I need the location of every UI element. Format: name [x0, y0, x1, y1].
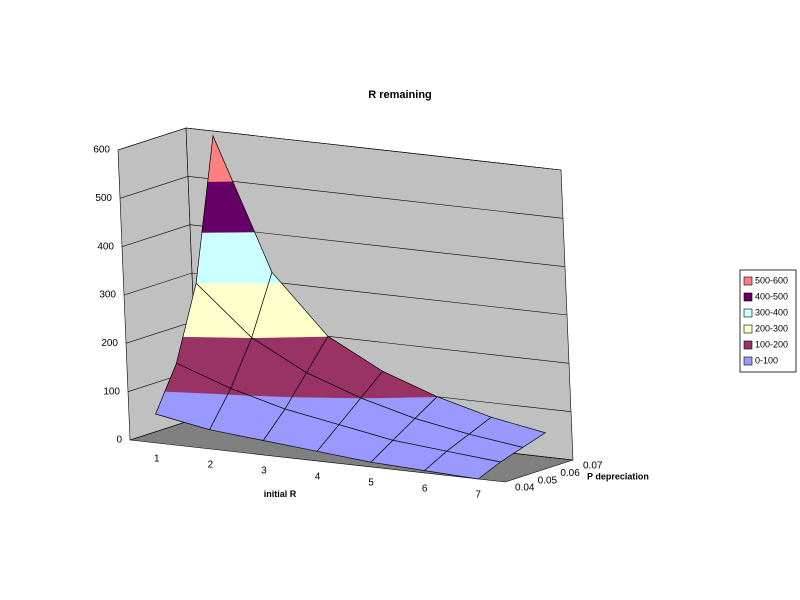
grid-line [119, 175, 564, 219]
legend-box [739, 269, 797, 373]
legend-label: 100-200 [755, 339, 788, 349]
z-tick-label: 500 [95, 193, 112, 204]
x-tick-label: 1 [154, 454, 160, 465]
depth-tick-label: 0.07 [583, 461, 603, 472]
legend-label: 500-600 [755, 275, 788, 285]
chart-title: R remaining [368, 89, 432, 101]
grid-line [123, 272, 568, 316]
x-tick-label: 4 [315, 472, 321, 483]
depth-axis-title: P depreciation [587, 471, 649, 481]
surface-cell-edge [423, 450, 502, 480]
legend-swatch [743, 324, 753, 334]
x-tick-label: 6 [422, 484, 428, 495]
legend-swatch [743, 276, 753, 286]
legend-label: 0-100 [755, 355, 778, 365]
grid-line [121, 224, 566, 267]
z-tick-label: 300 [99, 290, 116, 301]
x-axis-title: initial R [264, 489, 297, 499]
z-tick-label: 200 [101, 338, 118, 349]
legend-swatch [743, 292, 753, 302]
z-tick-label: 600 [93, 145, 110, 156]
legend-label: 200-300 [755, 323, 788, 333]
depth-tick-label: 0.06 [560, 468, 580, 479]
legend-swatch [743, 356, 753, 366]
legend-swatch [743, 308, 753, 318]
z-tick-label: 0 [116, 435, 122, 446]
x-tick-label: 7 [475, 490, 481, 501]
x-tick-label: 2 [208, 460, 214, 471]
x-tick-label: 3 [261, 466, 267, 477]
depth-tick-label: 0.05 [538, 475, 558, 486]
z-tick-label: 400 [97, 241, 114, 252]
z-tick-label: 100 [103, 386, 120, 397]
x-tick-label: 5 [368, 478, 374, 489]
legend-label: 400-500 [755, 291, 788, 301]
legend-swatch [743, 340, 753, 350]
legend-label: 300-400 [755, 307, 788, 317]
depth-tick-label: 0.04 [515, 483, 535, 494]
grid-line [117, 127, 562, 171]
